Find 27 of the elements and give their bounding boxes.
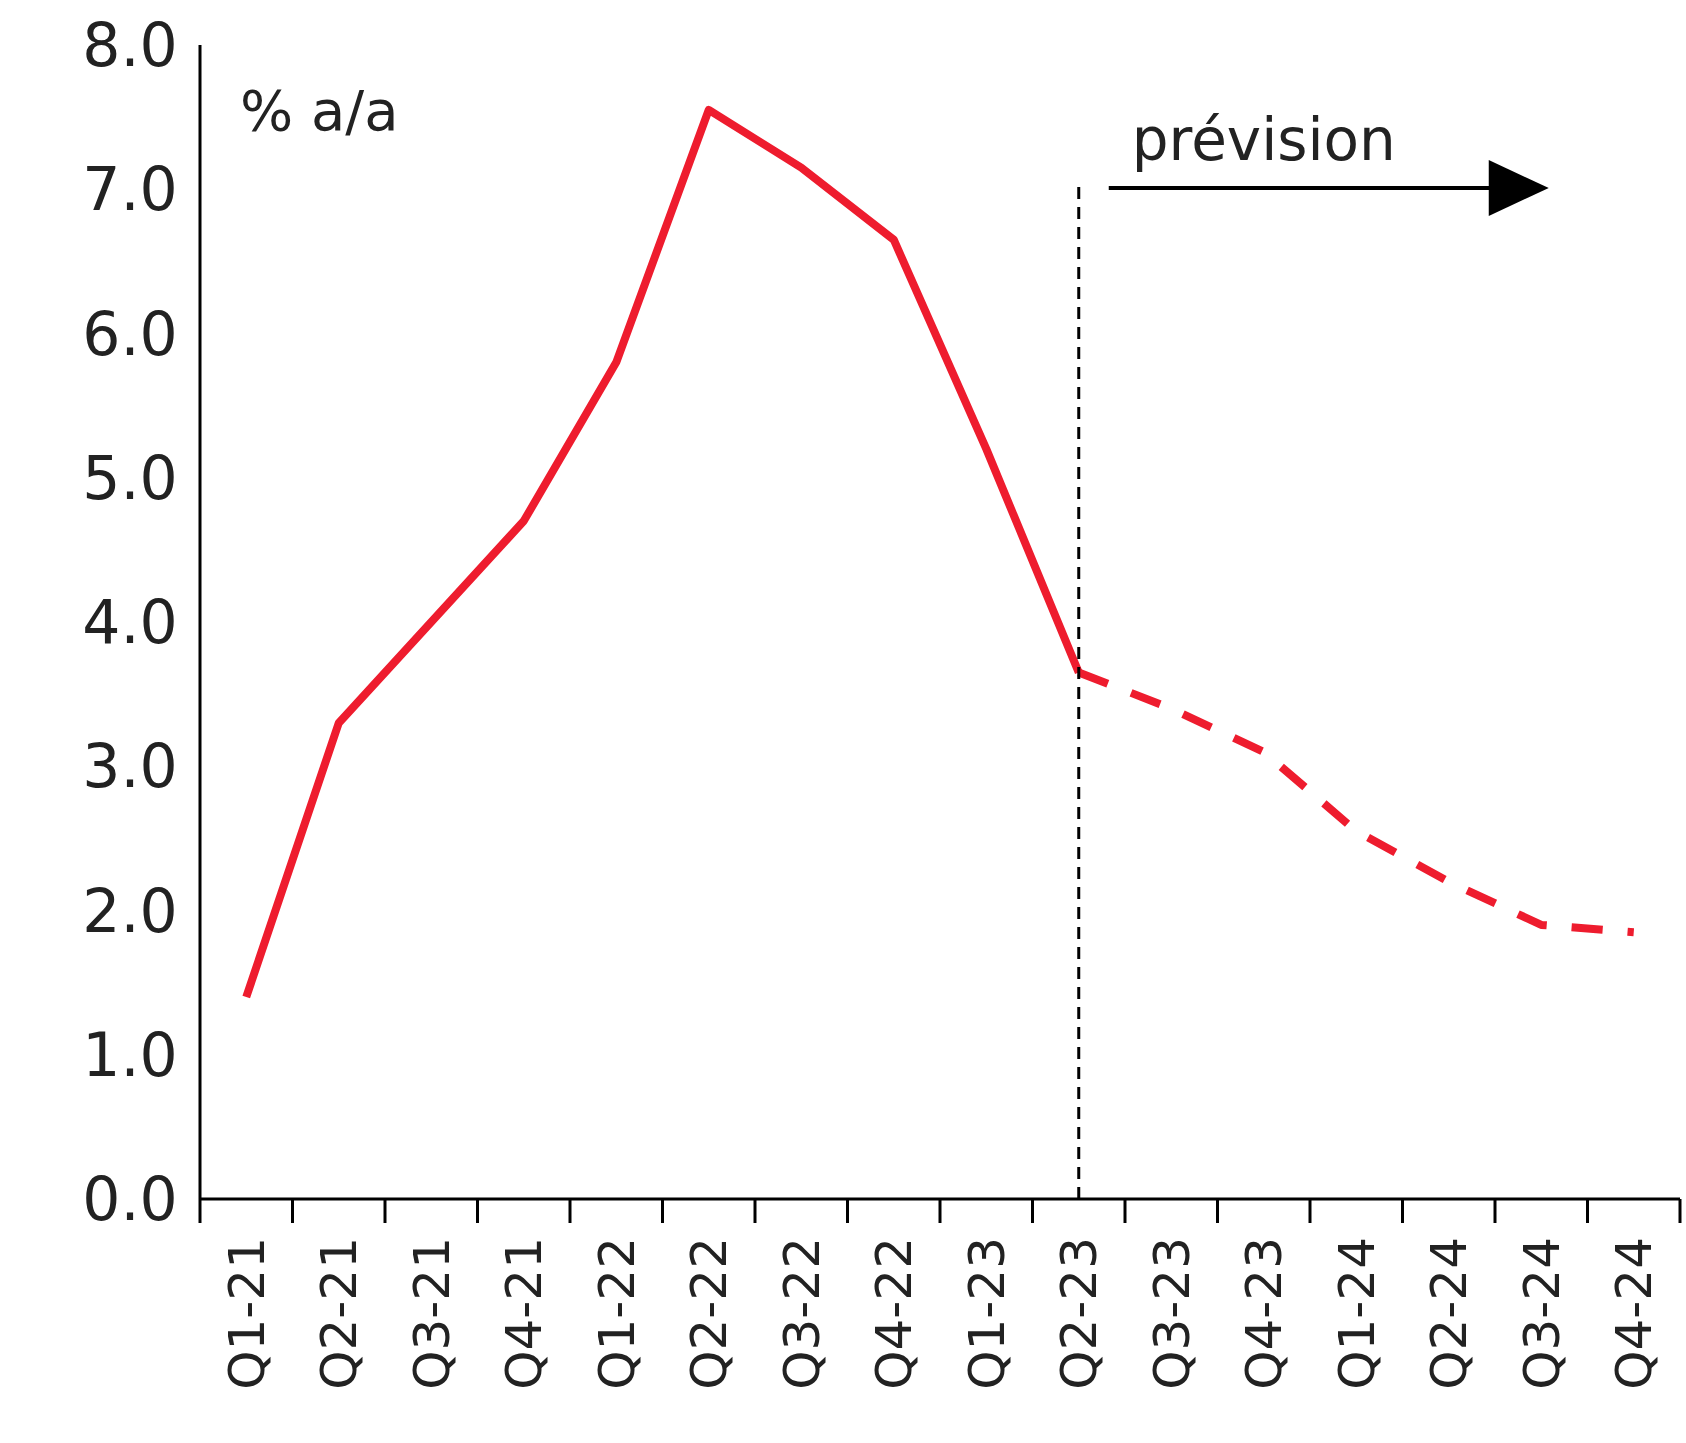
x-tick-label: Q2-23 (1050, 1237, 1109, 1390)
x-tick-label: Q4-24 (1605, 1237, 1664, 1390)
y-axis-title: % a/a (240, 78, 399, 143)
y-tick-label: 5.0 (82, 442, 178, 513)
x-tick-label: Q1-23 (957, 1237, 1016, 1390)
y-tick-label: 7.0 (82, 154, 178, 225)
x-tick-label: Q3-21 (402, 1237, 461, 1390)
x-tick-label: Q2-22 (680, 1237, 739, 1390)
ref-line-label: prévision (1131, 106, 1396, 174)
x-tick-label: Q1-24 (1327, 1237, 1386, 1390)
x-tick-label: Q4-23 (1235, 1237, 1294, 1390)
x-tick-label: Q4-21 (495, 1237, 554, 1390)
x-tick-label: Q2-24 (1420, 1237, 1479, 1390)
y-tick-label: 1.0 (82, 1019, 178, 1090)
x-tick-label: Q3-22 (772, 1237, 831, 1390)
x-tick-label: Q1-21 (217, 1237, 276, 1390)
y-tick-label: 8.0 (82, 10, 178, 80)
y-tick-label: 4.0 (82, 587, 178, 657)
x-tick-label: Q1-22 (587, 1237, 646, 1390)
x-tick-label: Q3-23 (1142, 1237, 1201, 1390)
x-tick-label: Q3-24 (1512, 1237, 1571, 1390)
x-tick-label: Q2-21 (310, 1237, 369, 1390)
y-tick-label: 3.0 (82, 731, 178, 802)
y-tick-label: 0.0 (82, 1164, 178, 1234)
x-tick-label: Q4-22 (865, 1237, 924, 1390)
y-tick-label: 2.0 (82, 875, 178, 946)
y-tick-label: 6.0 (82, 298, 178, 369)
